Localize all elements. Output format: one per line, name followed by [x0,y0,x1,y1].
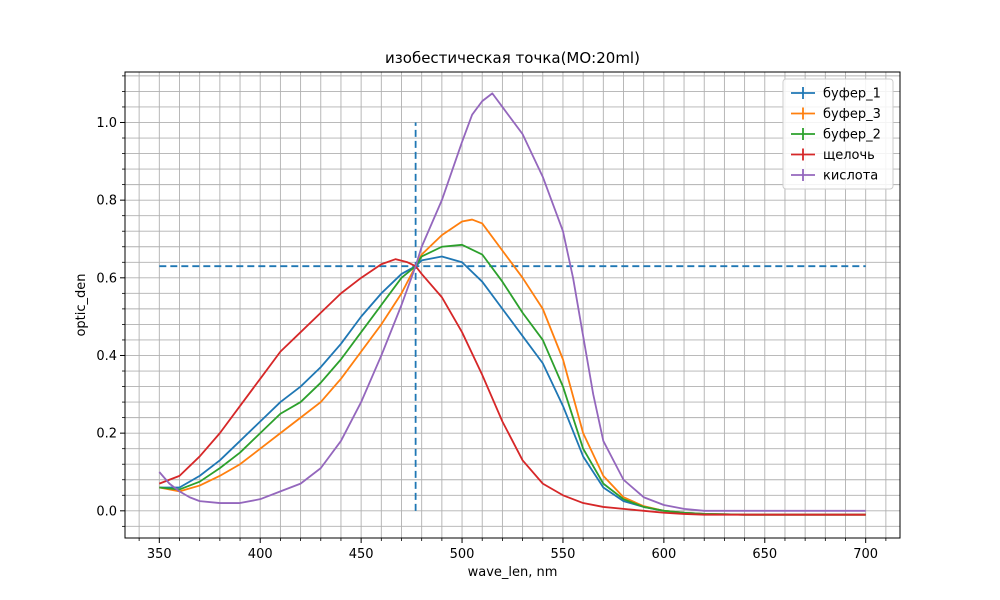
legend-box [782,78,894,190]
x-tick-label: 550 [551,547,576,562]
series-line-3 [159,243,866,516]
series-line-4 [158,258,866,516]
axis-ticks: 350 400 450 500 550 600 650 700 0.0 0.2 0.4 0.6 0.8 1… [96,75,887,562]
x-tick-label: 600 [651,547,676,562]
x-tick-label: 500 [450,547,475,562]
series-lines [158,92,866,516]
x-tick-label: 650 [752,547,777,562]
legend-label-2: буфер_3 [823,107,881,122]
legend-label-4: щелочь [823,148,875,163]
x-axis-label: wave_len, nm [468,565,558,580]
chart-title: изобестическая точка(МО:20ml) [385,49,640,67]
x-tick-label: 350 [147,547,172,562]
x-tick-label: 450 [349,547,374,562]
plot-area-frame [124,71,901,539]
y-tick-label: 0.4 [96,349,117,364]
y-tick-label: 0.2 [96,427,117,442]
x-tick-label: 700 [853,547,878,562]
legend: буфер_1 буфер_3 буфер_2 щелочь кислота [782,78,894,190]
y-tick-label: 0.8 [96,194,117,209]
legend-label-5: кислота [823,169,878,184]
x-tick-label: 400 [248,547,273,562]
y-tick-label: 0.0 [96,504,117,519]
series-line-5 [158,92,866,512]
y-axis-label: optic_den [74,273,89,336]
y-tick-label: 0.6 [96,271,117,286]
reference-lines [159,122,866,511]
y-tick-label: 1.0 [96,116,117,131]
legend-label-1: буфер_1 [823,87,881,102]
legend-label-3: буфер_2 [823,128,881,143]
